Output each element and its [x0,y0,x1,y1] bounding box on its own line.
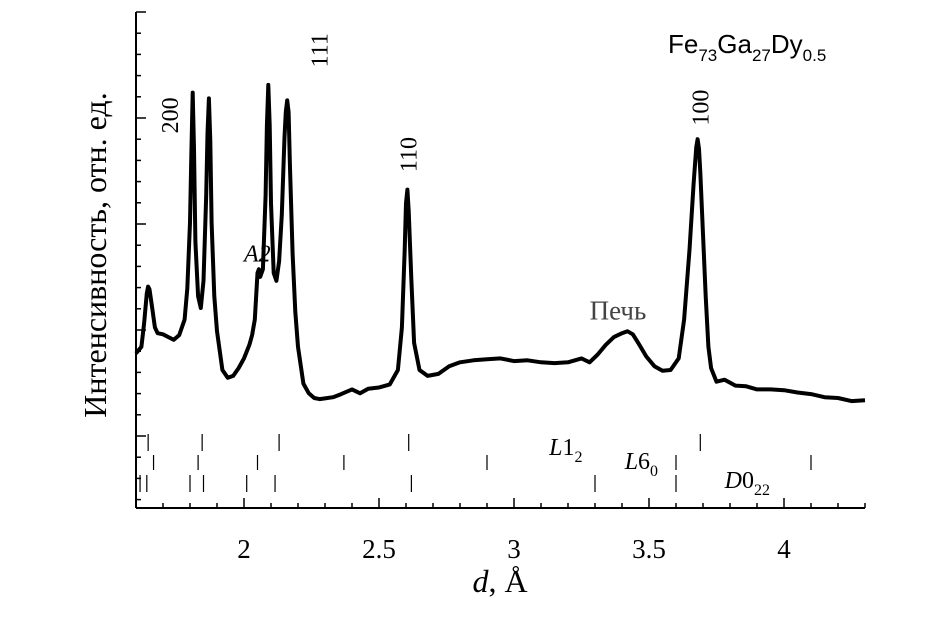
phase-tick-rows: L12 L60 D022 [139,434,812,499]
annotation-label: Печь [590,296,647,326]
x-ticks: 2 2.5 3 3.5 4 [135,498,866,564]
x-tick-label: 2.5 [362,534,396,564]
x-tick-label: 3 [507,534,521,564]
phase-label-L60: L60 [624,449,658,480]
axes [135,12,865,509]
peak-label: 110 [397,137,423,172]
phase-label-L12: L12 [548,435,582,466]
x-tick-label: 4 [777,534,791,564]
x-axis-title: d, Å [472,563,527,599]
x-tick-label: 3.5 [632,534,666,564]
annotation-label: A2 [242,241,271,267]
peak-labels: 200 111 110 100 [158,33,715,172]
peak-label: 111 [308,33,334,67]
peak-label: 100 [688,90,714,126]
phase-label-D022: D022 [724,468,770,499]
annotations: A2 Печь [242,241,646,325]
x-tick-label: 2 [237,534,251,564]
peak-label: 200 [158,97,184,133]
y-axis-title: Интенсивность, отн. ед. [77,92,113,417]
sample-composition-label: Fe73Ga27Dy0.5 [668,29,826,65]
y-ticks [136,11,146,501]
series-line [134,82,866,404]
